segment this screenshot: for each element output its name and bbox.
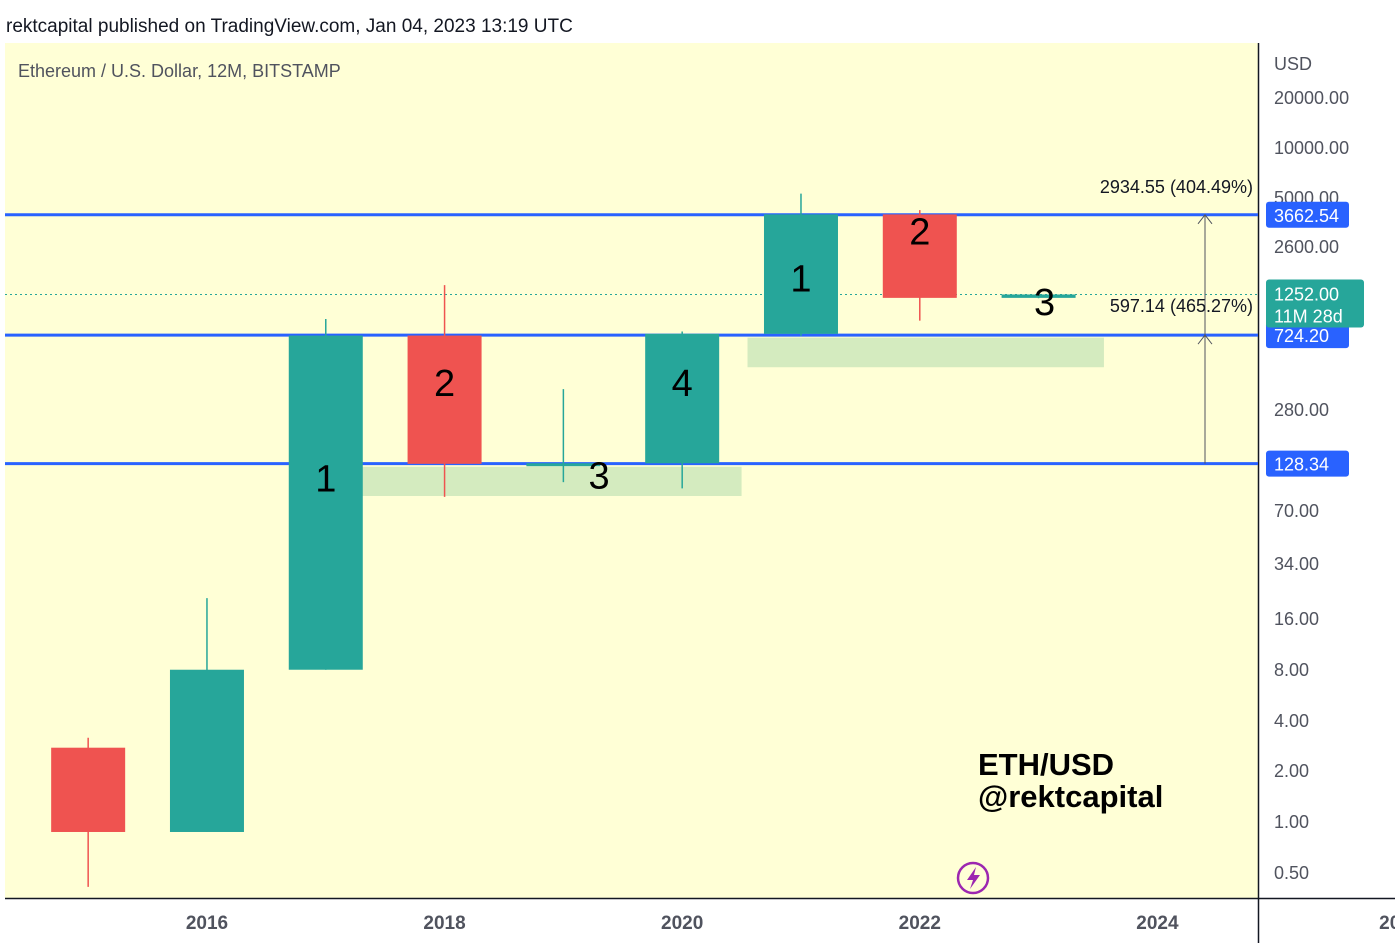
candle-body[interactable] bbox=[288, 335, 363, 670]
candle-body[interactable] bbox=[645, 333, 720, 464]
logo-circle bbox=[956, 861, 990, 895]
level-badge-2[interactable]: 724.20 bbox=[1266, 322, 1349, 349]
price-axis[interactable]: 20000.0010000.005000.002600.00280.0070.0… bbox=[1266, 88, 1364, 883]
candle-2017[interactable] bbox=[288, 318, 363, 670]
candle-body[interactable] bbox=[526, 463, 601, 467]
price-tick-label: 16.00 bbox=[1274, 609, 1319, 629]
candle-2021[interactable] bbox=[763, 193, 838, 336]
count-label-1: 1 bbox=[315, 459, 336, 501]
count-labels-layer: 1 2 3 4 1 2 3 bbox=[315, 212, 1055, 501]
levels-layer bbox=[5, 213, 1258, 466]
chart-title: Ethereum / U.S. Dollar, 12M, BITSTAMP bbox=[18, 61, 341, 81]
time-tick-label: 202 bbox=[1379, 913, 1395, 934]
publisher-line: rektcapital published on TradingView.com… bbox=[6, 16, 573, 37]
current-price-badge-bg bbox=[1266, 279, 1364, 328]
count-label-2: 2 bbox=[434, 363, 455, 405]
level-badge-bg bbox=[1266, 322, 1349, 349]
watermark-line-2: @rektcapital bbox=[978, 779, 1163, 814]
measure-arrowhead-2 bbox=[1197, 334, 1213, 345]
measure-label-2: 597.14 (465.27%) bbox=[1110, 296, 1253, 316]
count-label-7: 3 bbox=[1034, 282, 1055, 324]
candle-body[interactable] bbox=[407, 335, 482, 464]
countdown-label: 11M 28d bbox=[1274, 306, 1343, 326]
candle-2023[interactable] bbox=[1001, 293, 1076, 299]
time-tick-label: 2018 bbox=[423, 913, 465, 934]
candle-body[interactable] bbox=[763, 214, 838, 334]
current-price-label: 1252.00 bbox=[1274, 284, 1339, 304]
count-label-5: 1 bbox=[790, 259, 811, 301]
candle-2016[interactable] bbox=[169, 598, 244, 832]
candle-body[interactable] bbox=[51, 747, 126, 832]
time-tick-label: 2016 bbox=[186, 913, 228, 934]
level-badge-bg bbox=[1266, 201, 1349, 228]
measure-label-1: 2934.55 (404.49%) bbox=[1100, 177, 1253, 197]
price-tick-label: 0.50 bbox=[1274, 863, 1309, 883]
zones-layer bbox=[349, 337, 1104, 497]
watermark-line-1: ETH/USD bbox=[978, 747, 1114, 782]
time-tick-label: 2022 bbox=[899, 913, 941, 934]
level-badge-3[interactable]: 128.34 bbox=[1266, 450, 1349, 477]
price-tick-label: 70.00 bbox=[1274, 501, 1319, 521]
price-tick-label: 280.00 bbox=[1274, 400, 1329, 420]
count-label-4: 4 bbox=[672, 363, 693, 405]
chart-panel[interactable]: 1 2 3 4 1 2 3 2934.55 (404.49%) 597.14 (465.27%… bbox=[5, 43, 1395, 943]
price-tick-label: 20000.00 bbox=[1274, 88, 1349, 108]
price-tick-label: 10000.00 bbox=[1274, 138, 1349, 158]
candle-2015[interactable] bbox=[51, 737, 126, 887]
tradingview-logo[interactable] bbox=[956, 861, 990, 895]
level-badge-label: 724.20 bbox=[1274, 326, 1329, 346]
price-tick-label: 4.00 bbox=[1274, 711, 1309, 731]
candle-body[interactable] bbox=[882, 214, 957, 298]
candles-layer[interactable] bbox=[51, 193, 1076, 887]
count-label-3: 3 bbox=[588, 455, 609, 497]
price-tick-label: 2600.00 bbox=[1274, 237, 1339, 257]
measure-arrowhead-1 bbox=[1197, 213, 1213, 225]
time-tick-label: 2024 bbox=[1136, 913, 1179, 934]
currency-label: USD bbox=[1274, 54, 1312, 74]
support-zone-2 bbox=[747, 337, 1104, 368]
lightning-bolt-icon bbox=[967, 867, 980, 889]
level-badge-bg bbox=[1266, 450, 1349, 477]
price-tick-label: 2.00 bbox=[1274, 761, 1309, 781]
candle-body[interactable] bbox=[169, 669, 244, 832]
price-tick-label: 34.00 bbox=[1274, 554, 1319, 574]
price-tick-label: 8.00 bbox=[1274, 660, 1309, 680]
count-label-6: 2 bbox=[909, 212, 930, 254]
candle-2022[interactable] bbox=[882, 210, 957, 321]
price-tick-label: 1.00 bbox=[1274, 812, 1309, 832]
candle-2019[interactable] bbox=[526, 389, 601, 483]
candle-2018[interactable] bbox=[407, 285, 482, 497]
level-badge-label: 128.34 bbox=[1274, 455, 1329, 475]
time-axis[interactable]: 2016 2018 2020 2022 2024 202 bbox=[186, 913, 1395, 934]
candle-2020[interactable] bbox=[645, 331, 720, 489]
level-badge-1[interactable]: 3662.54 bbox=[1266, 201, 1349, 228]
candle-body[interactable] bbox=[1001, 294, 1076, 298]
time-tick-label: 2020 bbox=[661, 913, 703, 934]
support-zone-1 bbox=[349, 466, 742, 497]
level-badge-label: 3662.54 bbox=[1274, 206, 1339, 226]
measure-layer: 2934.55 (404.49%) 597.14 (465.27%) bbox=[1100, 177, 1253, 464]
candlestick-chart[interactable]: 1 2 3 4 1 2 3 2934.55 (404.49%) 597.14 (465.27%… bbox=[5, 43, 1395, 943]
